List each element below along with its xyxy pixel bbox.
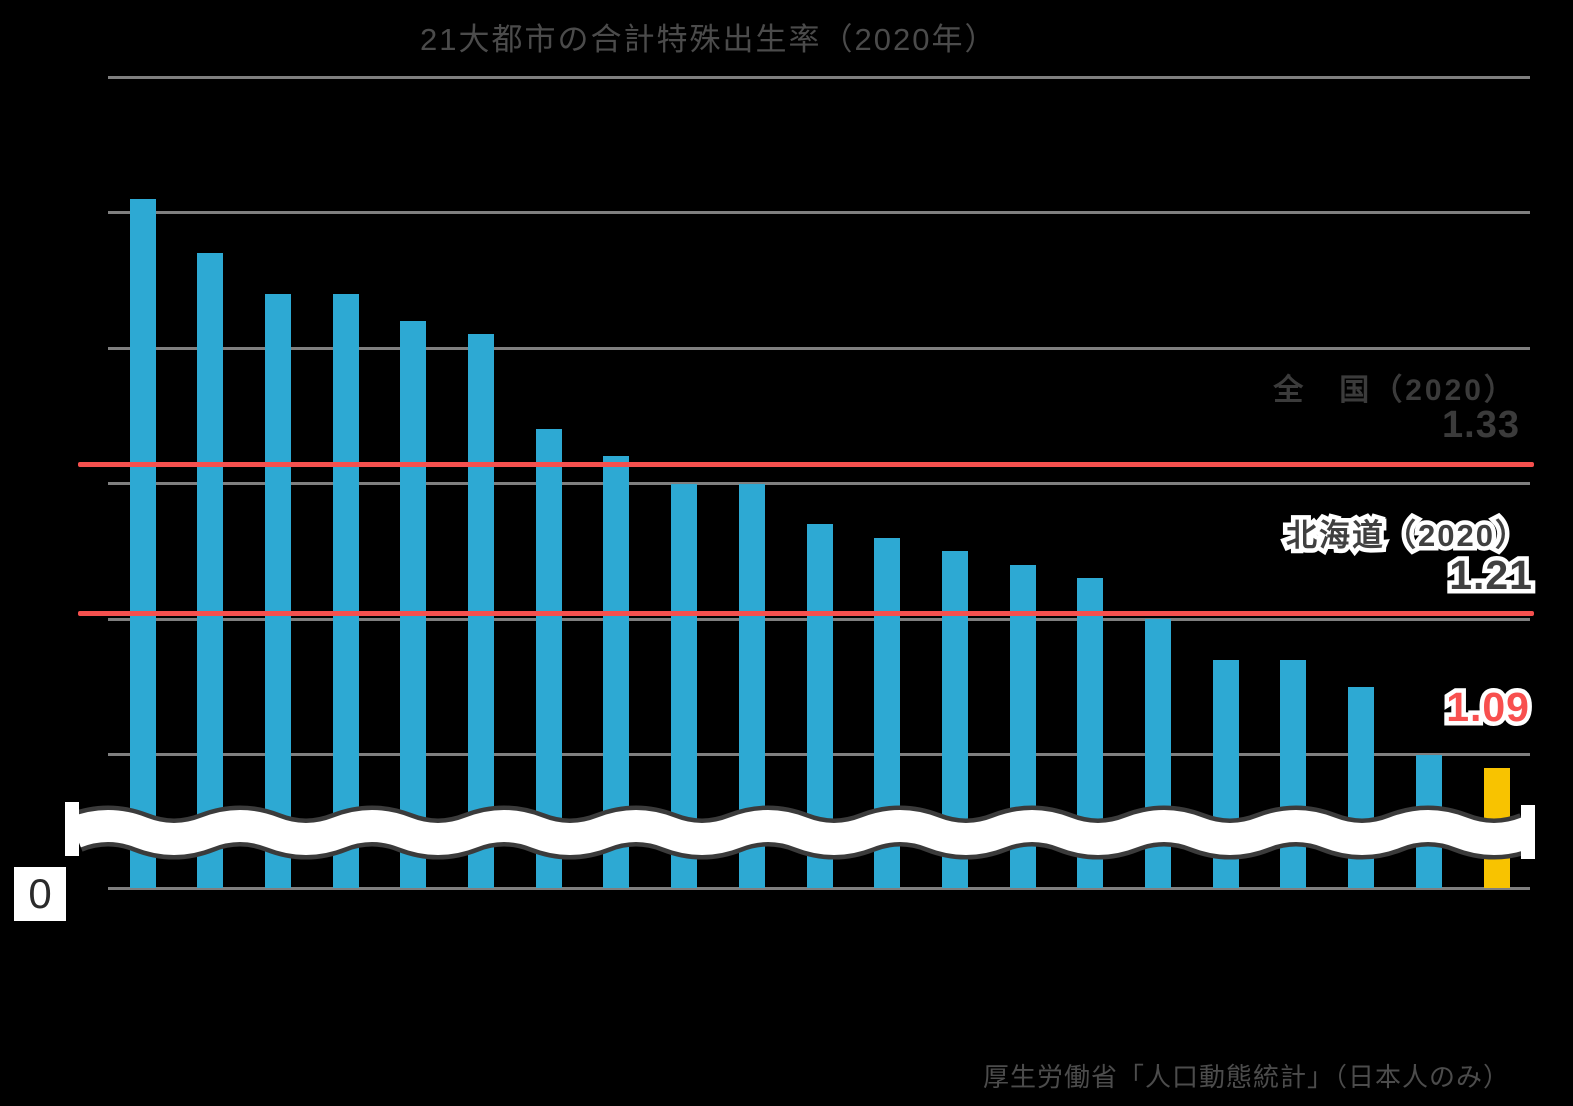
axis-break-wave-band: [69, 810, 1533, 855]
bar: [400, 320, 427, 888]
hokkaido-reference-value: 1.21 1.21: [1445, 548, 1537, 603]
sapporo-bar-value-annotation: 1.09 1.09: [1442, 680, 1534, 735]
bar: [129, 198, 156, 888]
axis-break-left-cap: [65, 802, 79, 856]
national-reference-label: 全 国（2020）: [1273, 374, 1517, 407]
hokkaido-label-text: 北海道（2020）: [1286, 518, 1528, 553]
national-reference-value: 1.33: [1442, 404, 1520, 446]
axis-break-right-cap: [1521, 805, 1535, 859]
source-note: 厚生労働省「人口動態統計」（日本人のみ）: [982, 1062, 1510, 1092]
gridline: [108, 211, 1530, 214]
reference-line: [78, 611, 1534, 616]
annotation-outline: 1.09: [1442, 680, 1534, 735]
bar: [535, 429, 562, 888]
hokkaido-reference-label: 北海道（2020） 北海道（2020）: [1282, 510, 1531, 558]
reference-line: [78, 462, 1534, 467]
x-axis-baseline: [108, 886, 1530, 890]
gridline: [108, 346, 1530, 350]
chart-title: 21大都市の合計特殊出生率（2020年）: [420, 22, 998, 57]
bar: [332, 293, 359, 888]
bar: [1280, 659, 1307, 888]
y-axis-zero-label: 0: [14, 867, 66, 921]
hokkaido-label-outline: 北海道（2020）: [1282, 514, 1531, 558]
gridline: [108, 75, 1530, 79]
annotation-text: 1.09: [1446, 684, 1530, 730]
hokkaido-value-text: 1.21: [1449, 552, 1533, 598]
hokkaido-value-outline: 1.21: [1445, 548, 1537, 603]
zero-label-text: 0: [28, 870, 52, 917]
bar: [197, 253, 224, 888]
bar: [264, 293, 291, 888]
gridline: [108, 482, 1530, 485]
